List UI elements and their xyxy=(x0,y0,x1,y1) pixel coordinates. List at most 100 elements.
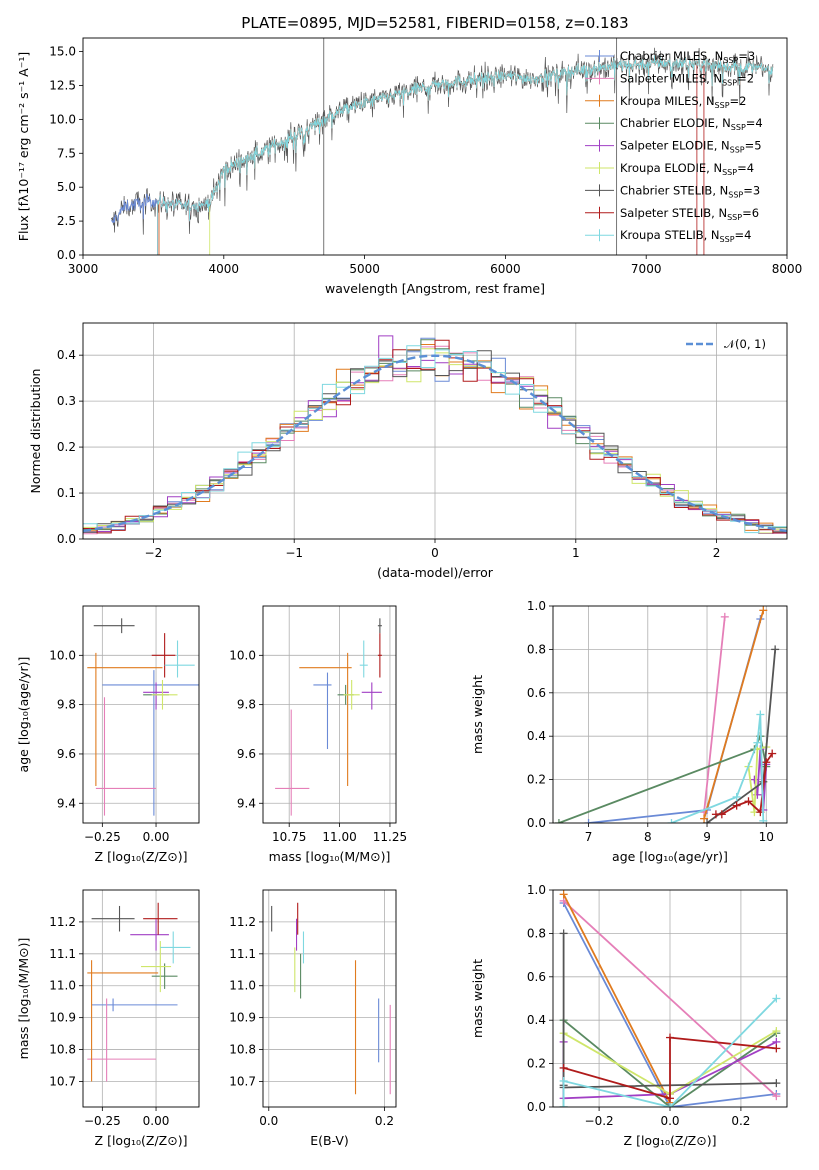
legend-entry-subscript: SSP xyxy=(720,235,735,244)
weight_vs_Z-xlabel: Z [log₁₀(Z/Z⊙)] xyxy=(624,1133,717,1148)
weight_vs_age-xtick-label: 7 xyxy=(585,830,593,844)
residuals-ytick-label: 0.4 xyxy=(57,348,76,362)
weight-series-line xyxy=(563,1036,777,1100)
weight_vs_age-xlabel: age [log₁₀(age/yr)] xyxy=(612,849,728,864)
legend-entry: Salpeter STELIB, NSSP=6 xyxy=(620,206,759,222)
histogram-series xyxy=(83,345,787,534)
legend-entry: Salpeter MILES, NSSP=2 xyxy=(620,71,754,87)
legend-entry-label: Kroupa ELODIE, N xyxy=(620,161,722,175)
residuals-ytick-label: 0.0 xyxy=(57,532,76,546)
legend-entry-subscript: SSP xyxy=(730,146,745,155)
legend-entry-count: =2 xyxy=(737,71,754,85)
spectrum-xlabel: wavelength [Angstrom, rest frame] xyxy=(325,281,545,296)
legend-entry: Kroupa ELODIE, NSSP=4 xyxy=(620,161,754,177)
legend-entry-label: Chabrier MILES, N xyxy=(620,49,723,63)
age_vs_Z-ytick-label: 9.4 xyxy=(57,796,76,810)
spectrum-xtick-label: 7000 xyxy=(631,262,662,276)
age_vs_Z-ytick-label: 10.0 xyxy=(49,648,76,662)
weight_vs_Z-ytick-label: 1.0 xyxy=(527,883,546,897)
age_vs_Z-ylabel: age [log₁₀(age/yr)] xyxy=(16,657,31,773)
residuals-xtick-label: −2 xyxy=(145,546,163,560)
residuals-ytick-label: 0.3 xyxy=(57,394,76,408)
legend-entry-count: =5 xyxy=(745,139,762,153)
legend-entry-count: =4 xyxy=(737,161,754,175)
weight_vs_age-ytick-label: 0.6 xyxy=(527,686,546,700)
legend-entry-subscript: SSP xyxy=(722,168,737,177)
residuals-xtick-label: 1 xyxy=(572,546,580,560)
spectrum-ytick-label: 2.5 xyxy=(57,214,76,228)
residuals-ytick-label: 0.1 xyxy=(57,486,76,500)
weight_vs_age-ytick-label: 0.8 xyxy=(527,642,546,656)
age_vs_mass-xtick-label: 11.00 xyxy=(322,830,356,844)
age_vs_Z-plot-area xyxy=(87,618,199,816)
spectrum-line xyxy=(157,54,774,222)
legend-entry-label: Chabrier ELODIE, N xyxy=(620,116,731,130)
weight_vs_age-xtick-label: 10 xyxy=(759,830,774,844)
mass_vs_Z-ytick-label: 11.2 xyxy=(49,915,76,929)
weight_vs_age-frame xyxy=(552,605,788,824)
age_vs_mass-plot-area xyxy=(275,618,382,816)
weight_vs_age-axes: 7 8 9 10 0.0 0.2 0.4 0.6 0.8 1.0 age [log₁₀(age/yr… xyxy=(470,599,788,864)
age_vs_mass-ytick-label: 9.6 xyxy=(237,747,256,761)
residuals-plot-area xyxy=(83,335,787,535)
weight_vs_age-xtick-label: 9 xyxy=(703,830,711,844)
legend-entry-count: =2 xyxy=(730,94,747,108)
weight_vs_Z-axes: −0.2 0.0 0.2 0.0 0.2 0.4 0.6 0.8 1.0 Z [log₁₀(Z/Z… xyxy=(470,883,788,1148)
spectrum-ytick-label: 10.0 xyxy=(49,112,76,126)
legend-entry-label: Salpeter ELODIE, N xyxy=(620,139,730,153)
figure-title: PLATE=0895, MJD=52581, FIBERID=0158, z=0… xyxy=(241,14,628,32)
mass_vs_Z-xtick-label: −0.25 xyxy=(84,1114,121,1128)
mass_vs_Z-xtick-label: 0.00 xyxy=(143,1114,170,1128)
spectrum-axes: 3000 4000 5000 6000 7000 8000 0.0 2.5 5.0 7.5 10.0… xyxy=(16,37,803,296)
age_vs_Z-axes: −0.25 0.00 9.4 9.6 9.8 10.0 Z [log₁₀(Z/Z⊙)] age… xyxy=(16,605,200,864)
weight_vs_age-ytick-label: 0.4 xyxy=(527,729,546,743)
mass_vs_ebv-ytick-label: 10.7 xyxy=(229,1074,256,1088)
spectrum-xtick-label: 4000 xyxy=(209,262,240,276)
legend-entry-count: =3 xyxy=(738,49,755,63)
age_vs_mass-axes: 10.75 11.00 11.25 9.4 9.6 9.8 10.0 mass [log₁₀(… xyxy=(229,605,407,864)
weight_vs_Z-ytick-label: 0.6 xyxy=(527,970,546,984)
age_vs_mass-xlabel: mass [log₁₀(M/M⊙)] xyxy=(269,849,391,864)
mass_vs_ebv-ytick-label: 10.9 xyxy=(229,1011,256,1025)
residuals-axes: −2 −1 0 1 2 0.0 0.1 0.2 0.3 0.4 (data-model)/error… xyxy=(28,322,788,580)
mass_vs_Z-ytick-label: 10.7 xyxy=(49,1074,76,1088)
weight_vs_Z-ytick-label: 0.8 xyxy=(527,926,546,940)
weight_vs_Z-ytick-label: 0.0 xyxy=(527,1100,546,1114)
legend-entry-subscript: SSP xyxy=(728,190,743,199)
age_vs_mass-xtick-label: 11.25 xyxy=(373,830,407,844)
normal-curve xyxy=(83,354,787,533)
age_vs_mass-frame xyxy=(262,605,397,824)
spectrum-ylabel: Flux [fλ10⁻¹⁷ erg cm⁻² s⁻¹ A⁻¹] xyxy=(16,52,31,241)
legend-entry-subscript: SSP xyxy=(715,101,730,110)
spectrum-xtick-label: 8000 xyxy=(772,262,803,276)
legend-entry-label: Salpeter STELIB, N xyxy=(620,206,727,220)
spectrum-xtick-label: 5000 xyxy=(349,262,380,276)
mass_vs_ebv-plot-area xyxy=(271,902,391,1095)
legend-entry-count: =4 xyxy=(746,116,763,130)
weight_vs_Z-ytick-label: 0.4 xyxy=(527,1013,546,1027)
legend-entry-label: Kroupa MILES, N xyxy=(620,94,715,108)
spectrum-plot-area xyxy=(110,38,774,255)
weight-series-line xyxy=(562,997,778,1107)
age_vs_mass-ytick-label: 9.8 xyxy=(237,698,256,712)
legend-entry: Salpeter ELODIE, NSSP=5 xyxy=(620,139,762,155)
weight_vs_Z-xtick-label: 0.2 xyxy=(731,1114,750,1128)
age_vs_Z-ytick-label: 9.8 xyxy=(57,698,76,712)
spectrum-xtick-label: 6000 xyxy=(490,262,521,276)
legend-entry-count: =6 xyxy=(742,206,759,220)
mass_vs_Z-ytick-label: 11.1 xyxy=(49,947,76,961)
residuals-frame xyxy=(82,322,788,540)
spectrum-ytick-label: 7.5 xyxy=(57,146,76,160)
age_vs_mass-ytick-label: 9.4 xyxy=(237,796,256,810)
age_vs_Z-ytick-label: 9.6 xyxy=(57,747,76,761)
weight_vs_age-ytick-label: 1.0 xyxy=(527,599,546,613)
legend-entry: Kroupa MILES, NSSP=2 xyxy=(620,94,746,110)
legend-entry-subscript: SSP xyxy=(731,123,746,132)
mass_vs_ebv-ytick-label: 11.0 xyxy=(229,979,256,993)
mass_vs_Z-ytick-label: 10.9 xyxy=(49,1011,76,1025)
legend-entry-count: =4 xyxy=(735,228,752,242)
age_vs_Z-xtick-label: −0.25 xyxy=(84,830,121,844)
legend-entry-label: Salpeter MILES, N xyxy=(620,71,722,85)
weight_vs_Z-plot-area xyxy=(559,890,781,1107)
